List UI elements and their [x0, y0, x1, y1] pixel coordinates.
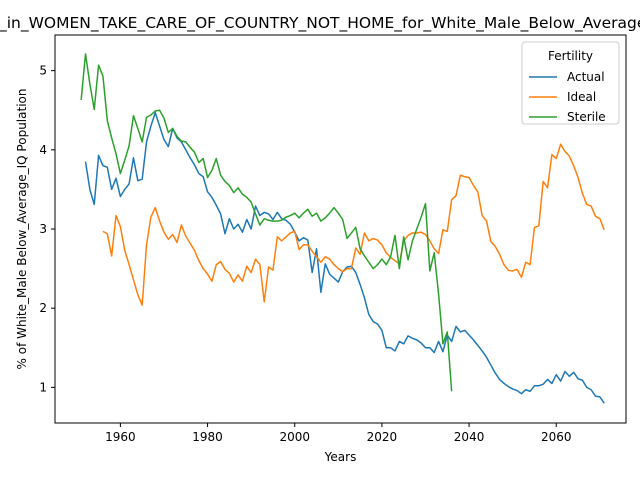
y-tick-label: 5 — [39, 64, 47, 78]
series-line-ideal — [102, 143, 605, 306]
x-axis: 1960 1980 2000 2020 2040 2060 — [105, 423, 572, 444]
y-tick-label: 1 — [39, 380, 47, 394]
chart-title: 2_in_WOMEN_TAKE_CARE_OF_COUNTRY_NOT_HOME… — [0, 14, 640, 33]
x-tick-label: 2060 — [541, 430, 572, 444]
y-tick-label: 4 — [39, 143, 47, 157]
x-tick-label: 2020 — [367, 430, 398, 444]
series-line-sterile — [80, 53, 453, 392]
x-tick-label: 1980 — [192, 430, 223, 444]
x-axis-label: Years — [324, 450, 357, 464]
x-tick-label: 2000 — [279, 430, 310, 444]
legend-box — [521, 41, 620, 125]
y-axis-label: % of White_Male Below_Average_IQ Populat… — [15, 89, 29, 370]
x-tick-label: 2040 — [454, 430, 485, 444]
x-tick-label: 1960 — [105, 430, 136, 444]
legend-title: Fertility — [548, 49, 593, 63]
legend-label-sterile: Sterile — [567, 110, 606, 124]
legend: Fertility Actual Ideal Sterile — [521, 41, 620, 125]
legend-label-actual: Actual — [567, 70, 605, 84]
series-layer — [80, 53, 605, 404]
y-tick-label: 2 — [39, 301, 47, 315]
y-axis: 1 2 3 4 5 — [39, 64, 55, 394]
legend-label-ideal: Ideal — [567, 90, 596, 104]
y-tick-label: 3 — [39, 222, 47, 236]
